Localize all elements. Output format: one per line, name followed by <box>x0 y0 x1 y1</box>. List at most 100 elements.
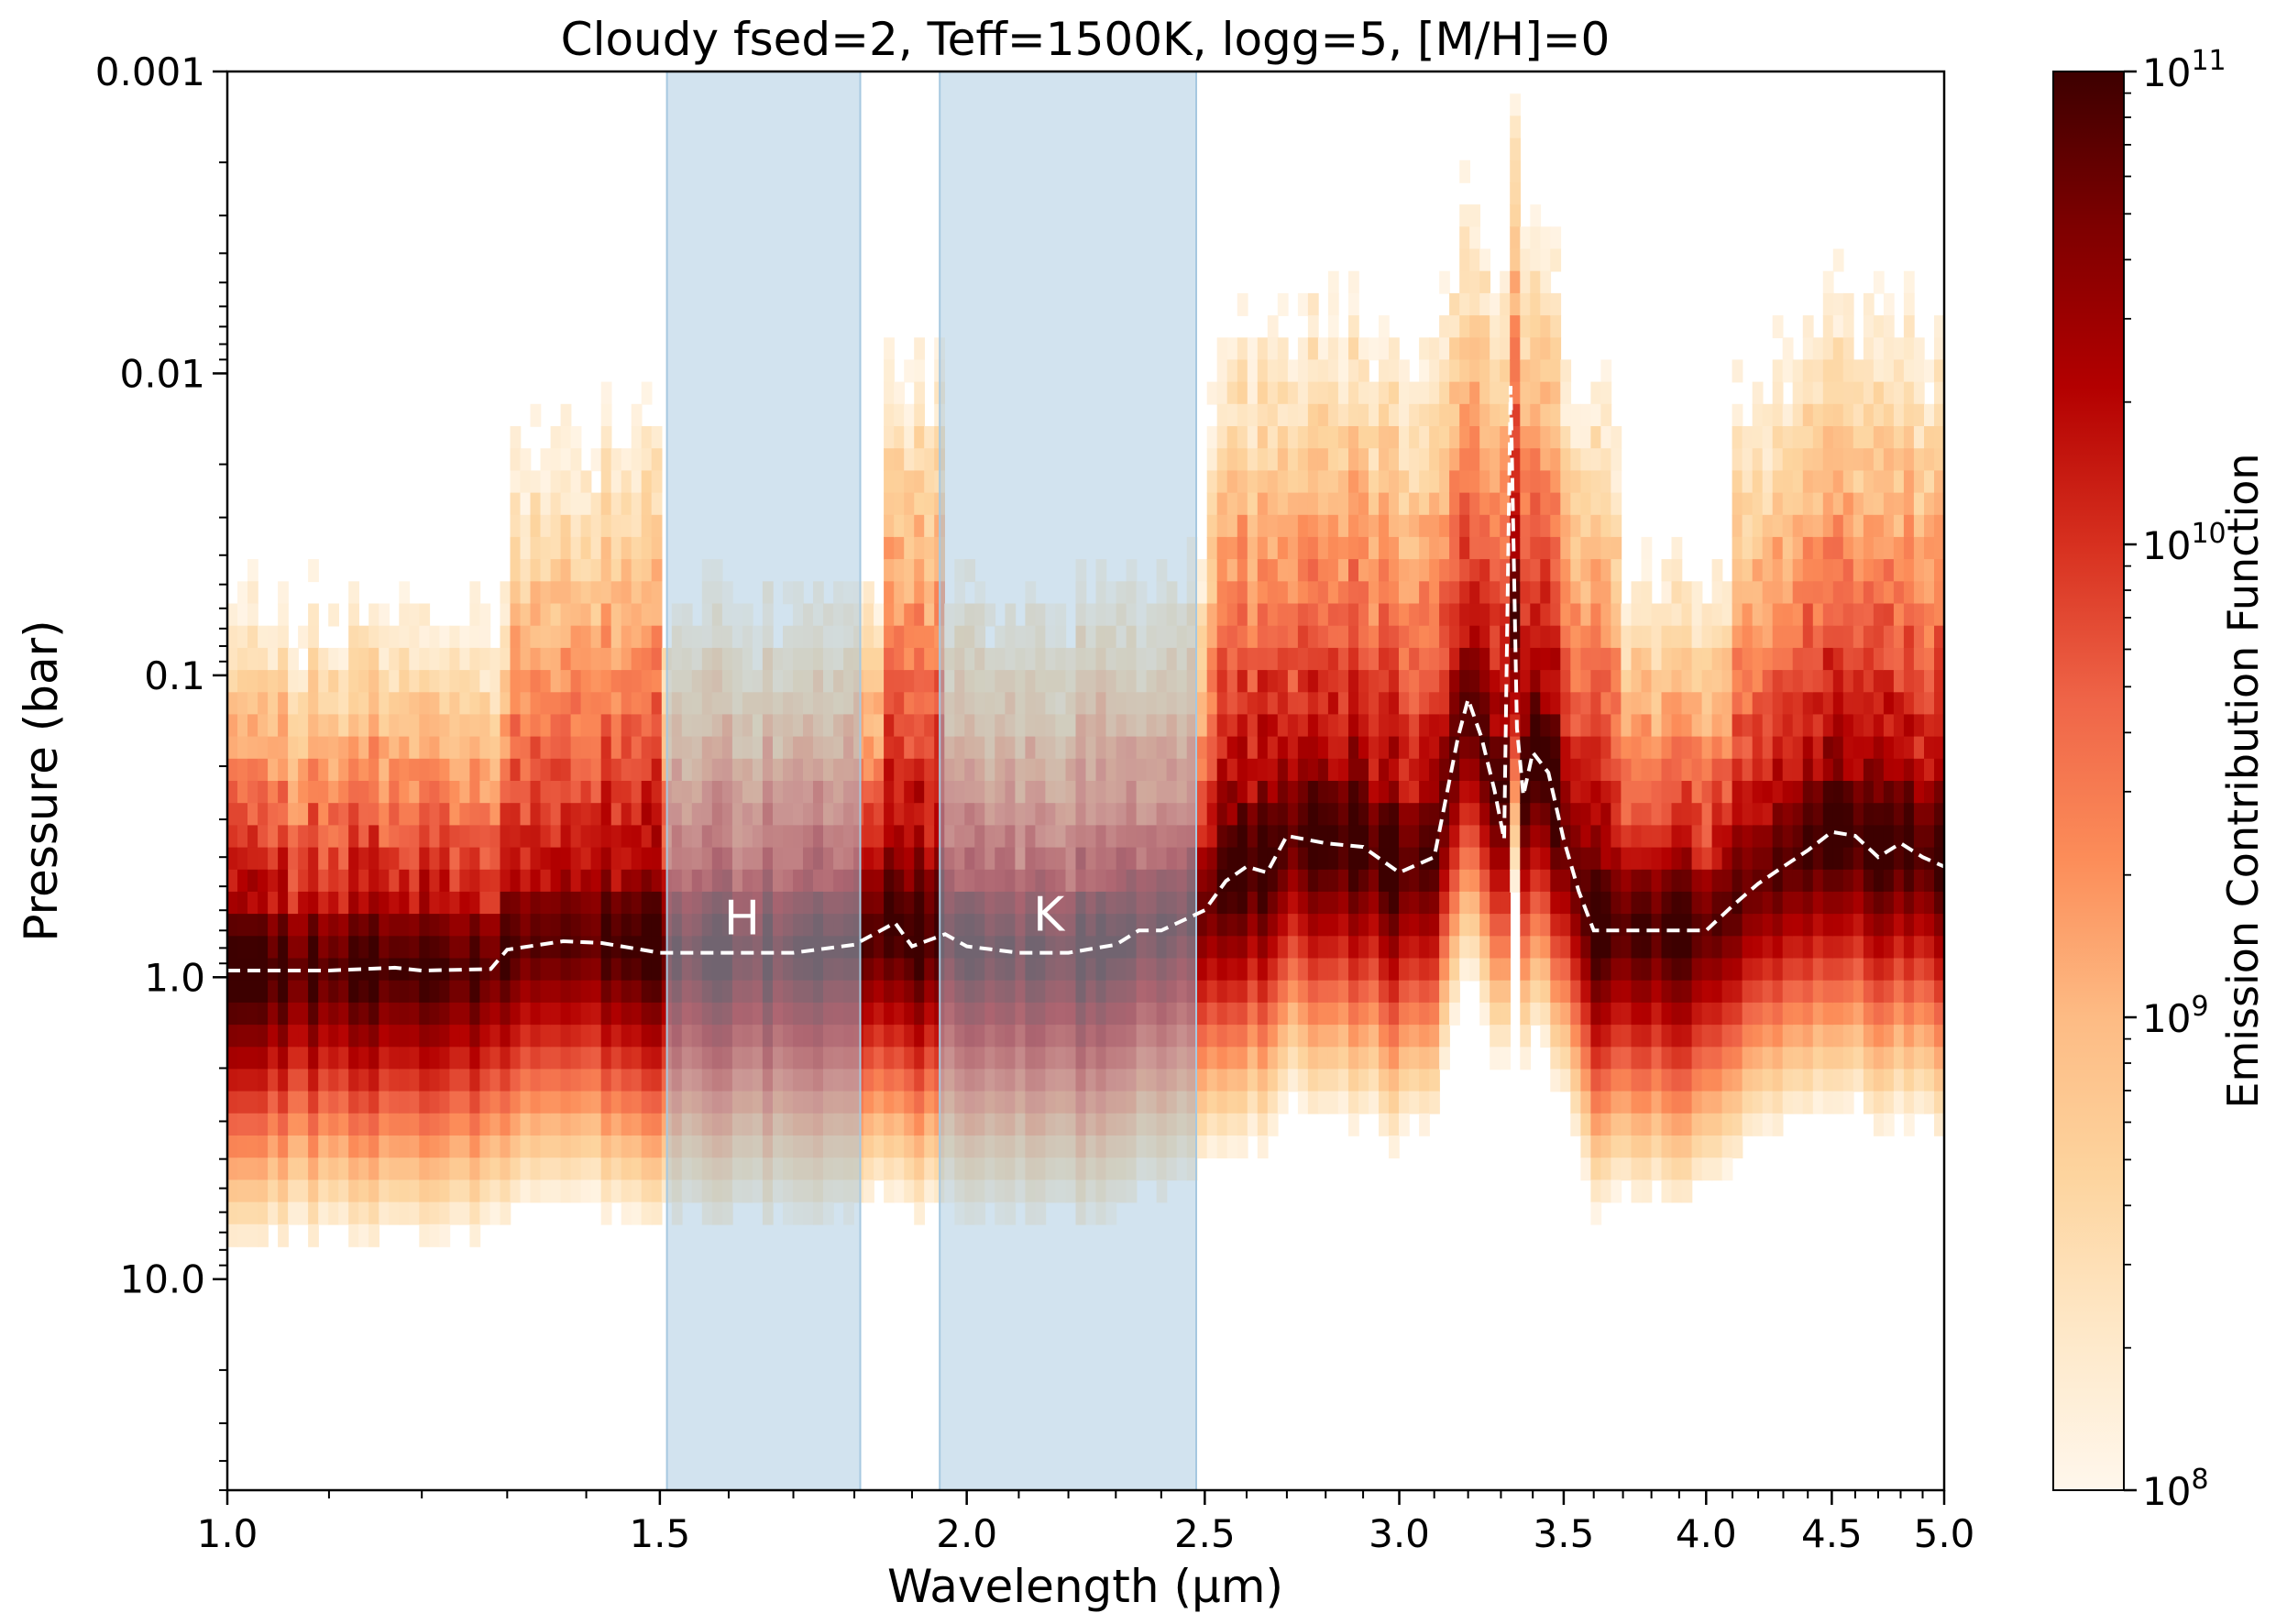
heatmap-cell <box>924 781 935 804</box>
heatmap-cell <box>651 1002 663 1026</box>
heatmap-cell <box>1590 825 1602 849</box>
heatmap-cell <box>1762 1002 1774 1026</box>
heatmap-cell <box>1812 625 1824 649</box>
heatmap-cell <box>1540 337 1552 361</box>
heatmap-cell <box>258 936 269 960</box>
heatmap-cell <box>419 825 431 849</box>
heatmap-cell <box>1701 625 1713 649</box>
heatmap-cell <box>924 625 935 649</box>
heatmap-cell <box>1337 381 1349 405</box>
heatmap-cell <box>1459 647 1470 671</box>
heatmap-cell <box>1469 647 1480 671</box>
heatmap-cell <box>1812 381 1824 405</box>
heatmap-cell <box>1641 1025 1653 1048</box>
heatmap-cell <box>641 470 653 494</box>
heatmap-cell <box>1419 670 1430 694</box>
heatmap-cell <box>1389 936 1400 960</box>
heatmap-cell <box>328 1069 339 1092</box>
heatmap-cell <box>1257 803 1269 827</box>
heatmap-cell <box>500 847 511 871</box>
heatmap-cell <box>1580 1113 1592 1136</box>
heatmap-cell <box>247 670 258 694</box>
heatmap-cell <box>1500 914 1511 938</box>
heatmap-cell <box>1337 958 1349 982</box>
heatmap-cell <box>1802 936 1814 960</box>
heatmap-cell <box>1762 758 1774 782</box>
heatmap-cell <box>894 936 905 960</box>
heatmap-cell <box>1590 403 1602 427</box>
heatmap-cell <box>1389 692 1400 716</box>
heatmap-cell <box>1822 1025 1834 1048</box>
heatmap-cell <box>1267 736 1279 760</box>
heatmap-cell <box>1196 958 1208 982</box>
heatmap-cell <box>1247 603 1259 627</box>
heatmap-cell <box>1479 337 1490 361</box>
heatmap-cell <box>1641 670 1653 694</box>
heatmap-cell <box>1600 1025 1612 1048</box>
heatmap-cell <box>1681 581 1693 605</box>
heatmap-cell <box>227 714 238 738</box>
heatmap-cell <box>419 625 431 649</box>
heatmap-cell <box>1459 758 1470 782</box>
heatmap-cell <box>308 1202 319 1225</box>
heatmap-cell <box>1479 936 1490 960</box>
heatmap-cell <box>1802 448 1814 472</box>
heatmap-cell <box>631 1091 643 1114</box>
heatmap-cell <box>469 625 481 649</box>
heatmap-cell <box>1732 1113 1743 1136</box>
heatmap-cell <box>1691 781 1703 804</box>
heatmap-cell <box>1439 536 1450 560</box>
heatmap-cell <box>540 825 552 849</box>
heatmap-cell <box>429 1047 441 1070</box>
heatmap-cell <box>1711 891 1723 915</box>
heatmap-cell <box>894 891 905 915</box>
heatmap-cell <box>1590 736 1602 760</box>
heatmap-cell <box>449 1158 461 1181</box>
heatmap-cell <box>1802 559 1814 583</box>
heatmap-cell <box>298 1158 309 1181</box>
heatmap-cell <box>1399 891 1410 915</box>
heatmap-cell <box>1520 1025 1532 1048</box>
heatmap-cell <box>1802 781 1814 804</box>
heatmap-cell <box>1570 448 1582 472</box>
heatmap-cell <box>1399 825 1410 849</box>
heatmap-cell <box>1772 359 1784 383</box>
heatmap-cell <box>520 869 532 893</box>
heatmap-cell <box>1449 603 1460 627</box>
heatmap-cell <box>1792 603 1804 627</box>
heatmap-cell <box>409 1136 421 1158</box>
heatmap-cell <box>1611 603 1622 627</box>
heatmap-cell <box>1247 1047 1259 1070</box>
heatmap-cell <box>580 625 592 649</box>
heatmap-cell <box>894 470 905 494</box>
heatmap-cell <box>580 492 592 516</box>
heatmap-cell <box>1409 492 1420 516</box>
heatmap-cell <box>1327 536 1339 560</box>
heatmap-cell <box>1691 1002 1703 1026</box>
heatmap-cell <box>278 625 289 649</box>
heatmap-cell <box>590 1158 602 1181</box>
heatmap-cell <box>1257 625 1269 649</box>
heatmap-cell <box>459 1202 471 1225</box>
heatmap-cell <box>1237 891 1248 915</box>
heatmap-cell <box>540 470 552 494</box>
heatmap-cell <box>1307 736 1319 760</box>
heatmap-cell <box>560 825 572 849</box>
heatmap-cell <box>1721 670 1733 694</box>
heatmap-cell <box>1237 1091 1248 1114</box>
heatmap-cell <box>1530 736 1542 760</box>
heatmap-cell <box>1580 470 1592 494</box>
heatmap-cell <box>1327 1047 1339 1070</box>
heatmap-cell <box>268 625 279 649</box>
heatmap-cell <box>419 736 431 760</box>
heatmap-cell <box>1721 803 1733 827</box>
heatmap-cell <box>1671 1113 1683 1136</box>
heatmap-cell <box>520 581 532 605</box>
heatmap-cell <box>1721 958 1733 982</box>
heatmap-cell <box>338 1180 349 1203</box>
heatmap-cell <box>1822 559 1834 583</box>
heatmap-cell <box>1297 448 1309 472</box>
heatmap-cell <box>1732 1136 1743 1158</box>
heatmap-cell <box>1711 714 1723 738</box>
heatmap-cell <box>600 936 612 960</box>
